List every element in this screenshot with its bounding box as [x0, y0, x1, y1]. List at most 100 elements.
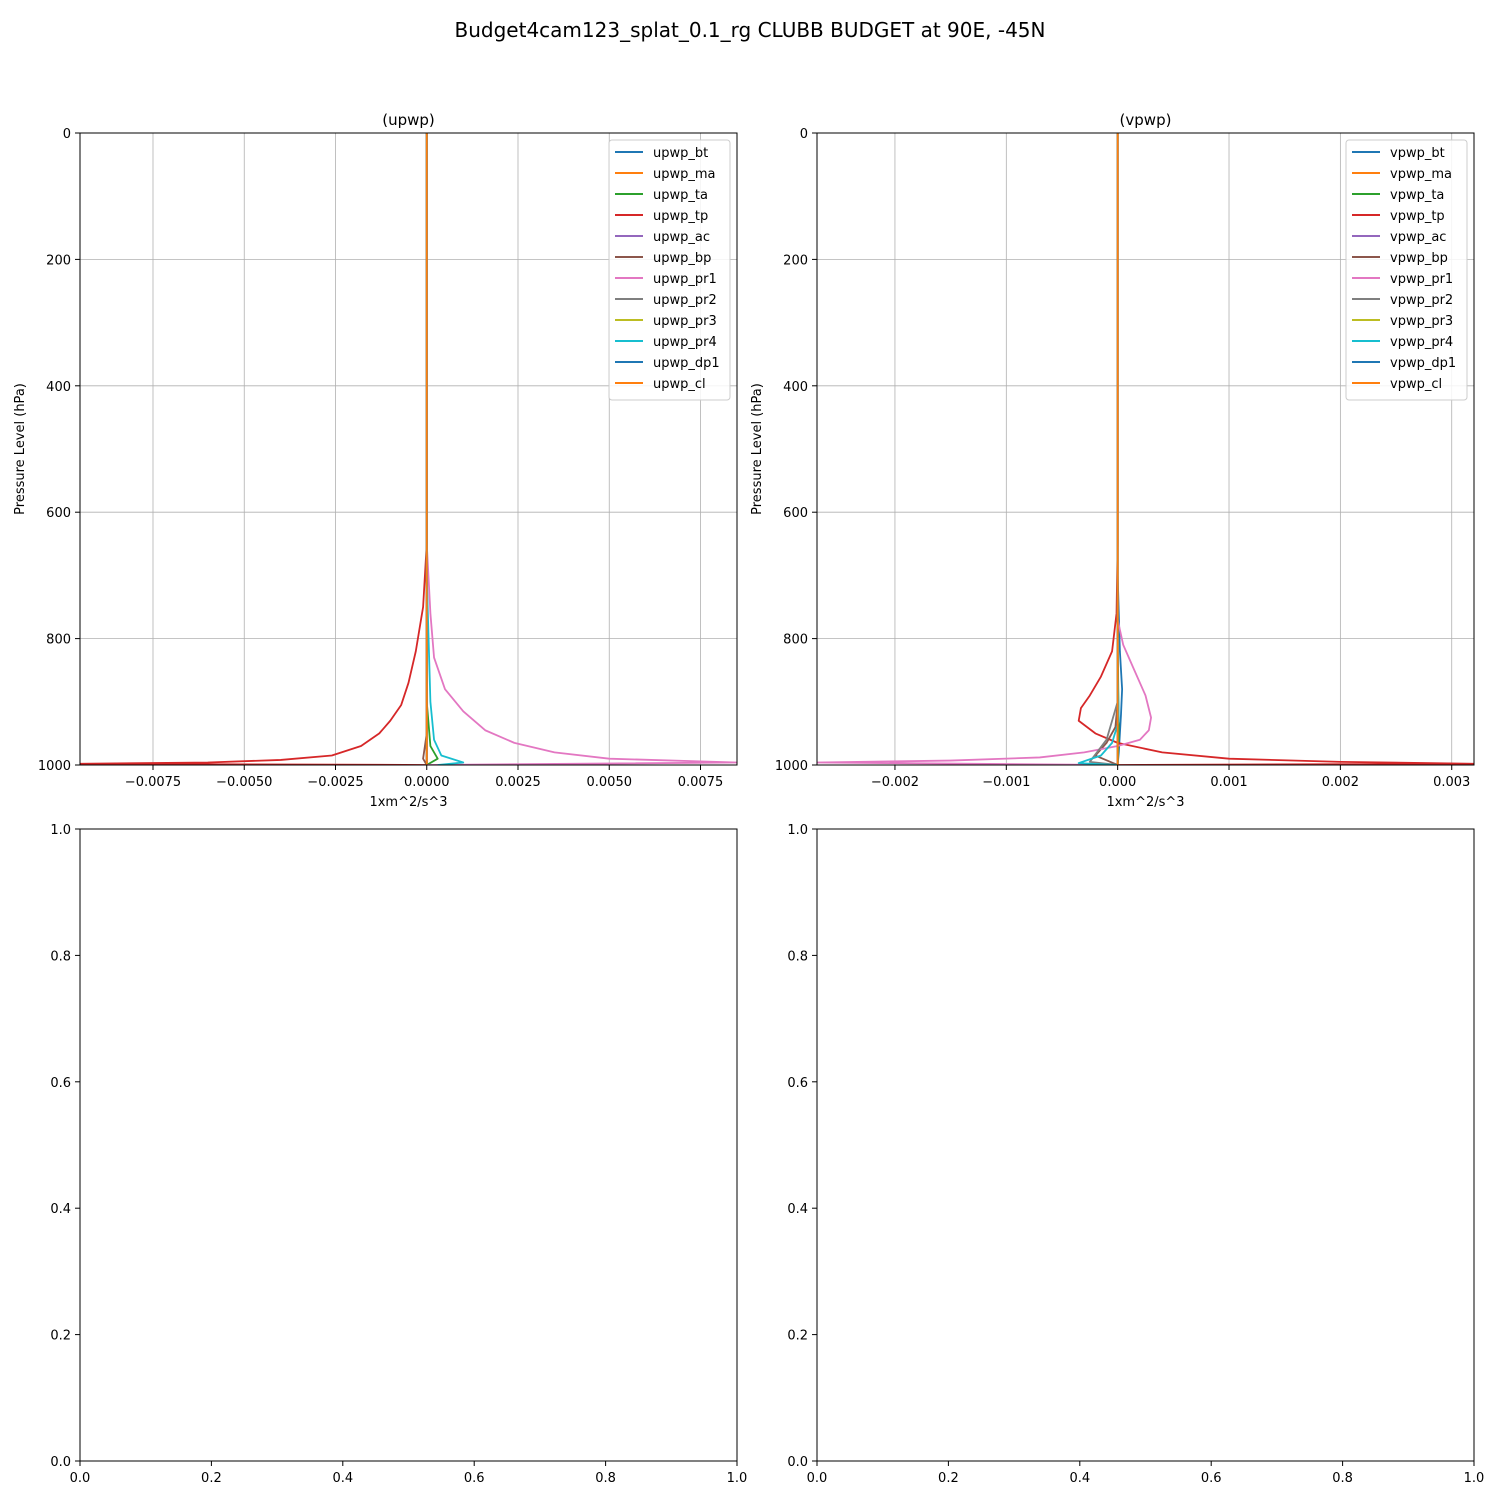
x-tick-label: 1.0 — [1464, 1471, 1485, 1486]
y-tick-label: 0.4 — [787, 1202, 808, 1217]
legend-entry: upwp_tp — [653, 209, 708, 224]
legend-entry: vpwp_pr2 — [1390, 293, 1453, 308]
x-tick-label: −0.001 — [982, 775, 1030, 790]
y-tick-label: 0.6 — [787, 1076, 808, 1091]
legend-entry: vpwp_pr1 — [1390, 272, 1453, 287]
legend-entry: upwp_pr4 — [653, 335, 717, 350]
x-tick-label: 0.2 — [201, 1471, 222, 1486]
legend-entry: vpwp_ac — [1390, 230, 1446, 245]
y-tick-label: 0 — [63, 127, 71, 142]
y-axis-label: Pressure Level (hPa) — [13, 383, 28, 515]
y-tick-label: 1000 — [38, 759, 71, 774]
x-tick-label: −0.0025 — [307, 775, 363, 790]
x-axis-label: 1xm^2/s^3 — [369, 795, 447, 810]
series-line-vpwp_tp — [1077, 133, 1474, 765]
legend-entry: vpwp_tp — [1390, 209, 1445, 224]
legend-entry: upwp_pr3 — [653, 314, 717, 329]
legend-entry: upwp_pr2 — [653, 293, 717, 308]
x-tick-label: −0.002 — [871, 775, 919, 790]
legend-entry: vpwp_pr3 — [1390, 314, 1453, 329]
x-tick-label: 0.6 — [464, 1471, 485, 1486]
legend-entry: upwp_ac — [653, 230, 710, 245]
y-tick-label: 0.2 — [50, 1329, 71, 1344]
x-tick-label: 0.4 — [1069, 1471, 1090, 1486]
legend-box — [1345, 139, 1468, 401]
y-tick-label: 0.0 — [50, 1455, 71, 1470]
x-tick-label: −0.0050 — [216, 775, 272, 790]
y-tick-label: 1000 — [775, 759, 808, 774]
legend-entry: upwp_ta — [653, 188, 708, 203]
x-tick-label: 0.002 — [1322, 775, 1359, 790]
plot-area — [817, 829, 1474, 1461]
legend-entry: vpwp_dp1 — [1390, 356, 1456, 371]
legend-entry: vpwp_cl — [1390, 377, 1442, 392]
y-tick-label: 0 — [800, 127, 808, 142]
x-axis-label: 1xm^2/s^3 — [1106, 795, 1184, 810]
y-tick-label: 0.0 — [787, 1455, 808, 1470]
legend-entry: upwp_dp1 — [653, 356, 720, 371]
x-tick-label: 0.2 — [938, 1471, 959, 1486]
legend-entry: upwp_pr1 — [653, 272, 717, 287]
y-tick-label: 0.4 — [50, 1202, 71, 1217]
x-tick-label: 0.6 — [1201, 1471, 1222, 1486]
y-tick-label: 1.0 — [787, 823, 808, 838]
y-tick-label: 0.2 — [787, 1329, 808, 1344]
panel-title: (vpwp) — [1120, 111, 1172, 129]
panel-2: −0.002 −0.001 0.000 0.001 0.002 0.003 0 200 400 6… — [750, 111, 1475, 810]
axes-frame — [816, 132, 1475, 766]
series-line-upwp_pr1 — [425, 133, 737, 765]
legend-box — [608, 139, 731, 401]
panel-4: 0.0 0.2 0.4 0.6 0.8 1.0 0.0 0.2 0.4 0.6 0.8 1.0 — [787, 823, 1484, 1486]
y-tick-label: 200 — [783, 253, 808, 268]
x-tick-label: 0.0075 — [678, 775, 724, 790]
y-tick-label: 200 — [46, 253, 71, 268]
panel-3: 0.0 0.2 0.4 0.6 0.8 1.0 0.0 0.2 0.4 0.6 0.8 1.0 — [50, 823, 747, 1486]
axes-frame — [79, 828, 738, 1462]
panel-title: (upwp) — [382, 111, 435, 129]
legend: vpwp_bt vpwp_ma vpwp_ta vpwp_tp vpwp_ac vpwp_… — [1345, 139, 1468, 401]
x-tick-label: 0.001 — [1210, 775, 1247, 790]
x-tick-label: 0.000 — [1099, 775, 1136, 790]
series-line-vpwp_pr1 — [817, 133, 1152, 765]
x-tick-label: 0.0 — [70, 1471, 91, 1486]
x-tick-label: 1.0 — [727, 1471, 748, 1486]
axes-frame — [816, 828, 1475, 1462]
legend-entry: upwp_bp — [653, 251, 711, 266]
x-tick-label: 0.8 — [595, 1471, 616, 1486]
y-tick-label: 0.8 — [787, 949, 808, 964]
x-tick-label: 0.0000 — [404, 775, 450, 790]
legend-entry: vpwp_bt — [1390, 146, 1445, 161]
x-tick-label: 0.0 — [807, 1471, 828, 1486]
y-axis-label: Pressure Level (hPa) — [750, 383, 765, 515]
figure-suptitle: Budget4cam123_splat_0.1_rg CLUBB BUDGET … — [455, 18, 1046, 42]
y-tick-label: 1.0 — [50, 823, 71, 838]
y-tick-label: 600 — [46, 506, 71, 521]
y-tick-label: 600 — [783, 506, 808, 521]
legend-entry: vpwp_bp — [1390, 251, 1448, 266]
y-tick-label: 800 — [783, 633, 808, 648]
plot-area — [80, 829, 737, 1461]
x-tick-label: 0.8 — [1332, 1471, 1353, 1486]
legend-entry: vpwp_pr4 — [1390, 335, 1453, 350]
legend: upwp_bt upwp_ma upwp_ta upwp_tp upwp_ac upwp_… — [608, 139, 731, 401]
y-tick-label: 800 — [46, 633, 71, 648]
x-tick-label: 0.0050 — [587, 775, 633, 790]
panel-1: −0.0075 −0.0050 −0.0025 0.0000 0.0025 0.0050 0… — [13, 111, 738, 810]
legend-entry: vpwp_ma — [1390, 167, 1452, 182]
x-tick-label: 0.003 — [1433, 775, 1470, 790]
x-tick-label: −0.0075 — [125, 775, 181, 790]
legend-entry: upwp_bt — [653, 146, 708, 161]
series-group — [817, 133, 1474, 765]
y-tick-label: 0.6 — [50, 1076, 71, 1091]
series-line-upwp_tp — [80, 133, 428, 765]
x-tick-label: 0.0025 — [495, 775, 541, 790]
y-tick-label: 0.8 — [50, 949, 71, 964]
y-tick-label: 400 — [783, 380, 808, 395]
axes-frame — [79, 132, 738, 766]
series-group — [80, 133, 737, 765]
legend-entry: upwp_cl — [653, 377, 706, 392]
y-tick-label: 400 — [46, 380, 71, 395]
x-tick-label: 0.4 — [332, 1471, 353, 1486]
legend-entry: vpwp_ta — [1390, 188, 1444, 203]
